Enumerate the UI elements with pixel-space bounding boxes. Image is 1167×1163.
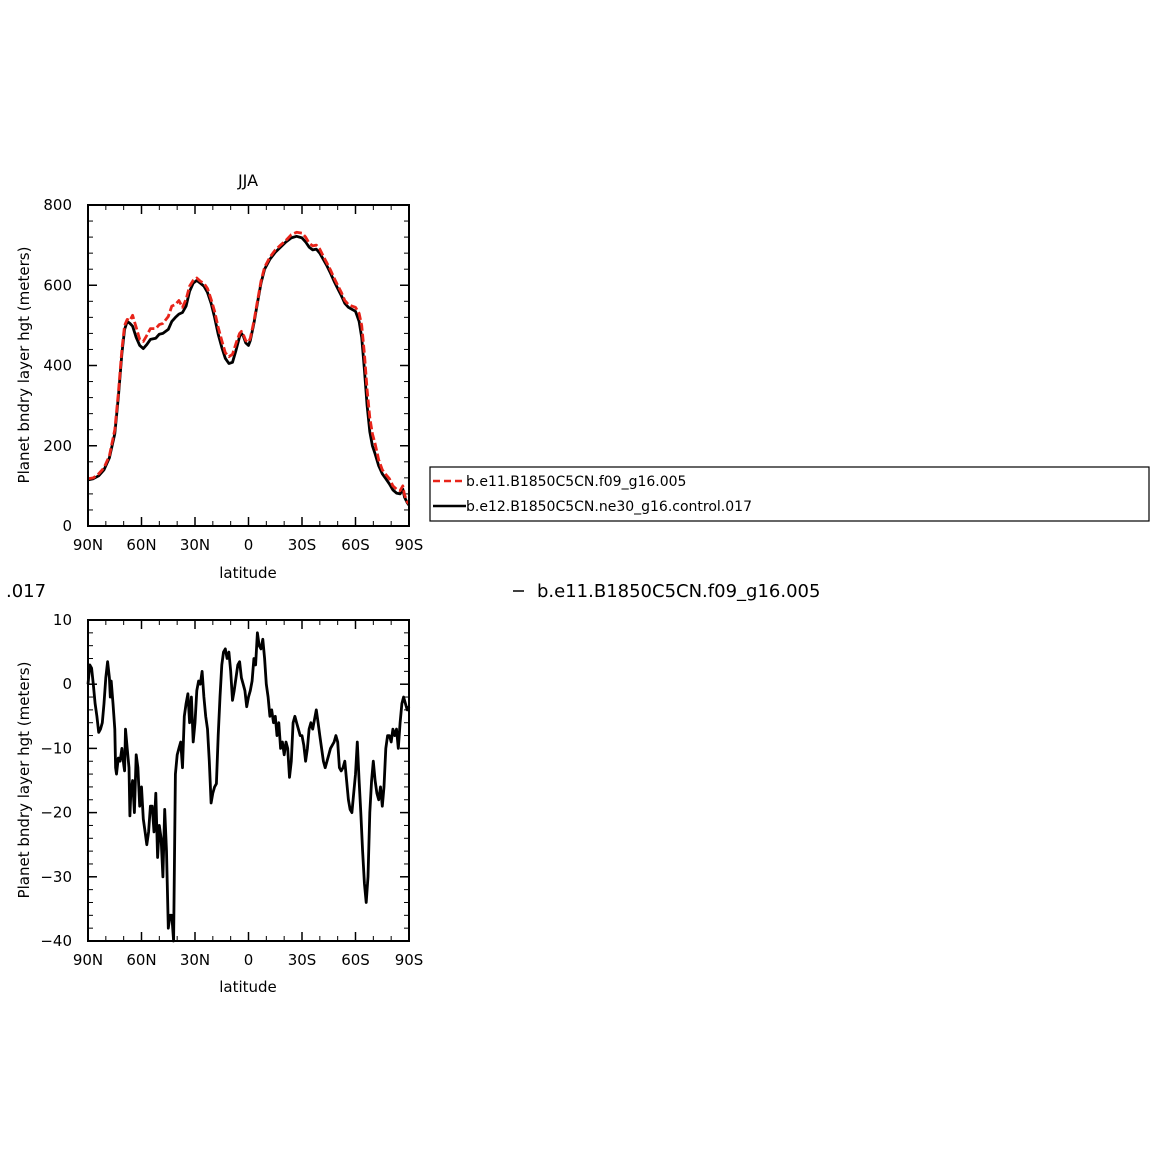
bottom-panel-x-tick-label: 30S (288, 951, 317, 969)
legend: b.e11.B1850C5CN.f09_g16.005 b.e12.B1850C… (429, 466, 1150, 522)
bottom-panel-y-tick-label: 10 (53, 611, 72, 629)
bottom-panel-y-tick-label: −20 (40, 804, 72, 822)
bottom-panel-x-axis-label: latitude (219, 978, 277, 996)
top-panel-series-line-2 (87, 234, 411, 506)
top-panel-y-tick-label: 800 (43, 196, 72, 214)
bottom-panel-x-tick-label: 60S (341, 951, 370, 969)
stray-legend-label: b.e11.B1850C5CN.f09_g16.005 (537, 581, 820, 602)
bottom-panel-series-lines (86, 631, 411, 943)
top-panel-x-tick-label: 90N (73, 536, 103, 554)
bottom-panel-y-tick-label: −10 (40, 739, 72, 757)
bottom-panel-x-tick-label: 30N (180, 951, 210, 969)
top-panel-y-tick-label: 200 (43, 437, 72, 455)
legend-label-series-1: b.e11.B1850C5CN.f09_g16.005 (466, 474, 686, 490)
top-panel-series-line-1 (87, 230, 411, 505)
bottom-panel-x-tick-label: 90N (73, 951, 103, 969)
bottom-panel-y-tick-label: −30 (40, 868, 72, 886)
bottom-panel-x-tick-label: 60N (126, 951, 156, 969)
bottom-panel-x-tick-label: 0 (244, 951, 254, 969)
top-panel-series-lines (87, 230, 411, 506)
top-panel-y-tick-label: 400 (43, 357, 72, 375)
legend-label-series-2: b.e12.B1850C5CN.ne30_g16.control.017 (466, 499, 752, 515)
top-panel-x-tick-label: 90S (395, 536, 424, 554)
bottom-panel-series-line-1 (86, 631, 411, 943)
top-panel-x-tick-label: 30N (180, 536, 210, 554)
legend-box (429, 466, 1150, 522)
bottom-panel-plot-frame (87, 619, 410, 942)
top-panel-plot-frame (87, 204, 410, 527)
top-panel-x-tick-label: 30S (288, 536, 317, 554)
top-panel-title: JJA (237, 171, 258, 190)
bottom-panel-y-tick-label: −40 (40, 932, 72, 950)
bottom-panel-x-tick-label: 90S (395, 951, 424, 969)
bottom-panel: 90N 60N 30N 0 30S 60S 90S −40 −30 −20 −10 0 10 latit… (15, 611, 423, 996)
top-panel-y-tick-label: 0 (62, 517, 72, 535)
top-panel-y-axis-label: Planet bndry layer hgt (meters) (15, 247, 33, 484)
top-panel-x-tick-label: 0 (244, 536, 254, 554)
top-panel-y-tick-label: 600 (43, 276, 72, 294)
top-panel: JJA 90N 60N 30N 0 30S 60S 90S 0 200 400 600 800 lat… (15, 171, 423, 582)
bottom-panel-y-tick-label: 0 (62, 675, 72, 693)
top-panel-x-tick-label: 60N (126, 536, 156, 554)
top-panel-x-tick-label: 60S (341, 536, 370, 554)
bottom-panel-y-axis-label: Planet bndry layer hgt (meters) (15, 662, 33, 899)
stray-label-left: .017 (6, 581, 46, 602)
top-panel-x-axis-label: latitude (219, 564, 277, 582)
